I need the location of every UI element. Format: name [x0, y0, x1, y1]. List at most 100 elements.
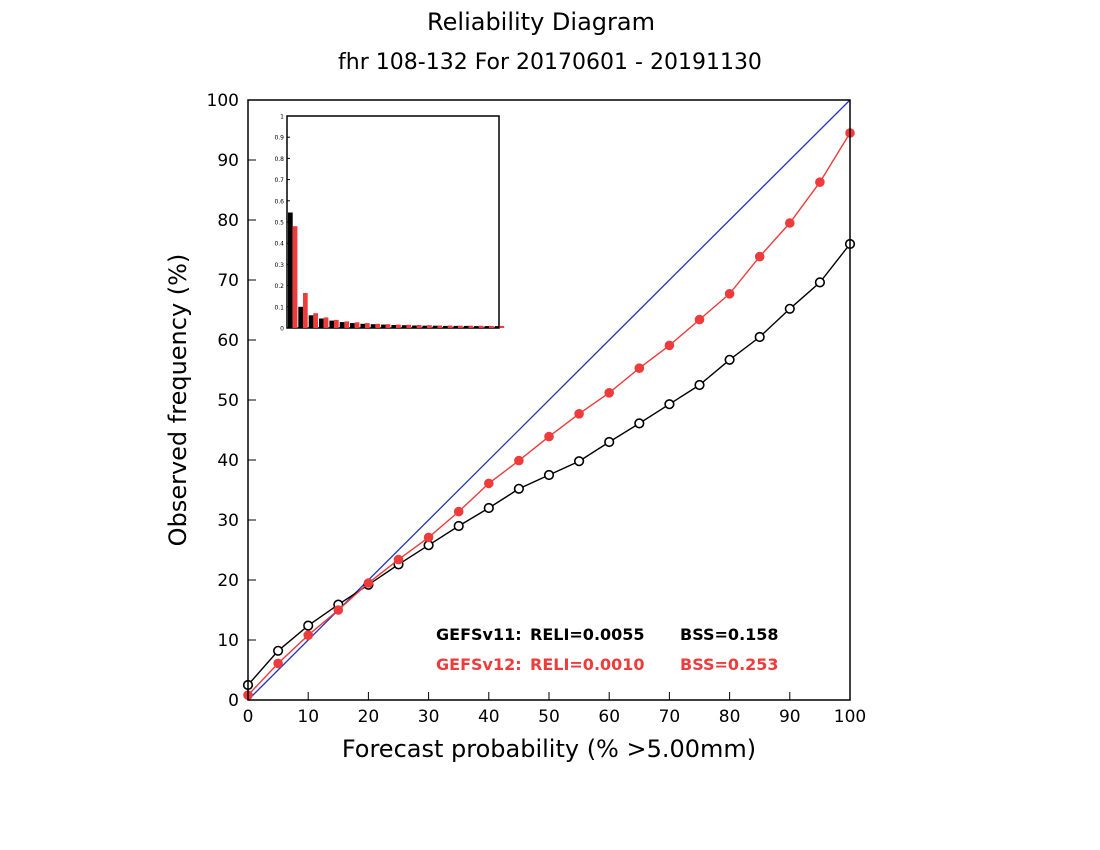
x-tick-label: 100 [834, 707, 866, 727]
inset-bar-gefsv11 [288, 212, 293, 328]
data-point-gefsv12 [423, 532, 434, 543]
data-point-gefsv11 [273, 645, 284, 656]
inset-y-tick-label: 0.8 [274, 156, 284, 163]
inset-bar-gefsv11 [494, 326, 500, 328]
inset-bar-gefsv11 [432, 325, 438, 328]
inset-bar-gefsv12 [406, 324, 412, 328]
inset-bar-gefsv11 [350, 323, 355, 328]
data-point-gefsv12 [333, 605, 344, 615]
inset-bar-gefsv11 [422, 325, 428, 328]
legend-gefsv11-label: GEFSv11: [436, 625, 522, 644]
y-tick-label: 70 [217, 271, 239, 291]
data-point-gefsv12 [754, 251, 765, 262]
x-tick-label: 20 [358, 707, 380, 727]
y-tick-label: 30 [217, 511, 239, 531]
y-tick-label: 90 [217, 151, 239, 171]
main-axes-ticks: 0 10 20 30 40 50 60 70 80 90 100010203040506070809… [207, 91, 867, 727]
inset-bar-gefsv12 [323, 317, 329, 328]
inset-bar-gefsv11 [360, 323, 366, 328]
legend-gefsv11-bss: BSS=0.158 [680, 625, 779, 644]
x-tick-label: 80 [719, 707, 741, 727]
inset-bar-gefsv12 [499, 325, 505, 328]
inset-bar-gefsv12 [303, 293, 308, 328]
inset-y-tick-label: 0.4 [274, 241, 284, 248]
main-plot [242, 99, 856, 701]
data-point-gefsv11 [303, 620, 314, 631]
inset-bar-gefsv12 [427, 325, 432, 328]
inset-bar-gefsv11 [308, 315, 314, 328]
data-point-gefsv12 [484, 478, 494, 489]
chart-title: Reliability Diagram [427, 8, 655, 36]
data-point-gefsv12 [453, 506, 464, 517]
x-tick-label: 0 [243, 707, 254, 727]
inset-bar-gefsv11 [412, 325, 417, 328]
x-tick-label: 60 [598, 707, 620, 727]
inset-y-tick-label: 0.2 [274, 283, 284, 290]
data-point-gefsv12 [664, 340, 675, 351]
inset-bar-gefsv12 [458, 325, 463, 328]
inset-bar-gefsv12 [334, 319, 339, 328]
x-tick-label: 10 [297, 707, 319, 727]
legend-gefsv11-reli: RELI=0.0055 [530, 625, 645, 644]
inset-bar-gefsv11 [381, 324, 386, 328]
data-point-gefsv12 [604, 388, 615, 398]
data-point-gefsv11 [483, 502, 494, 514]
y-tick-label: 20 [217, 571, 239, 591]
inset-y-tick-label: 1 [280, 114, 284, 121]
data-point-gefsv11 [573, 456, 585, 467]
inset-bar-gefsv11 [484, 326, 490, 328]
inset-bar-gefsv12 [313, 313, 318, 328]
data-point-gefsv12 [544, 431, 554, 442]
data-point-gefsv11 [694, 379, 705, 391]
x-tick-label: 70 [659, 707, 681, 727]
data-point-gefsv12 [694, 314, 705, 325]
data-point-gefsv12 [303, 630, 314, 641]
inset-bar-gefsv11 [463, 325, 469, 328]
inset-y-tick-label: 0.3 [274, 262, 284, 269]
data-point-gefsv11 [604, 436, 615, 448]
y-axis-label: Observed frequency (%) [164, 254, 192, 547]
data-point-gefsv12 [634, 363, 645, 374]
x-axis-label: Forecast probability (% >5.00mm) [342, 735, 756, 763]
inset-bar-gefsv12 [292, 226, 298, 328]
inset-bar-gefsv12 [375, 323, 381, 328]
y-tick-label: 40 [217, 451, 239, 471]
data-point-gefsv12 [363, 578, 374, 588]
data-point-gefsv12 [393, 554, 404, 565]
y-tick-label: 10 [217, 631, 239, 651]
y-tick-label: 100 [207, 91, 239, 111]
y-tick-label: 60 [217, 331, 239, 351]
inset-y-tick-label: 0.9 [274, 135, 284, 142]
data-point-gefsv12 [574, 409, 584, 419]
data-point-gefsv11 [634, 418, 645, 429]
inset-bar-gefsv11 [329, 320, 335, 328]
inset-bar-gefsv11 [370, 324, 376, 328]
inset-bar-gefsv12 [344, 321, 350, 328]
y-tick-label: 80 [217, 211, 239, 231]
inset-y-tick-label: 0.1 [274, 304, 284, 311]
legend-gefsv12-bss: BSS=0.253 [680, 655, 779, 674]
chart-subtitle: fhr 108-132 For 20170601 - 20191130 [338, 50, 762, 75]
data-point-gefsv11 [784, 303, 795, 314]
inset-bar-gefsv12 [385, 324, 391, 328]
inset-bar-gefsv11 [298, 306, 303, 328]
inset-bar-gefsv12 [354, 322, 360, 328]
legend-gefsv12-label: GEFSv12: [436, 655, 522, 674]
data-point-gefsv12 [815, 177, 825, 187]
inset-bar-gefsv11 [319, 318, 324, 328]
x-tick-label: 90 [779, 707, 801, 727]
data-point-gefsv12 [273, 658, 283, 669]
data-point-gefsv12 [724, 289, 735, 299]
inset-bar-gefsv12 [437, 325, 443, 328]
inset-y-tick-label: 0.7 [274, 177, 284, 184]
legend: GEFSv11: RELI=0.0055 BSS=0.158 GEFSv12: … [436, 625, 779, 674]
data-point-gefsv12 [785, 218, 795, 228]
data-point-gefsv11 [754, 331, 765, 343]
data-point-gefsv11 [664, 399, 675, 410]
inset-bar-gefsv11 [474, 326, 479, 328]
inset-frame [286, 115, 500, 329]
inset-bar-gefsv11 [391, 325, 397, 328]
inset-bar-gefsv12 [489, 325, 494, 328]
data-point-gefsv11 [513, 483, 525, 494]
